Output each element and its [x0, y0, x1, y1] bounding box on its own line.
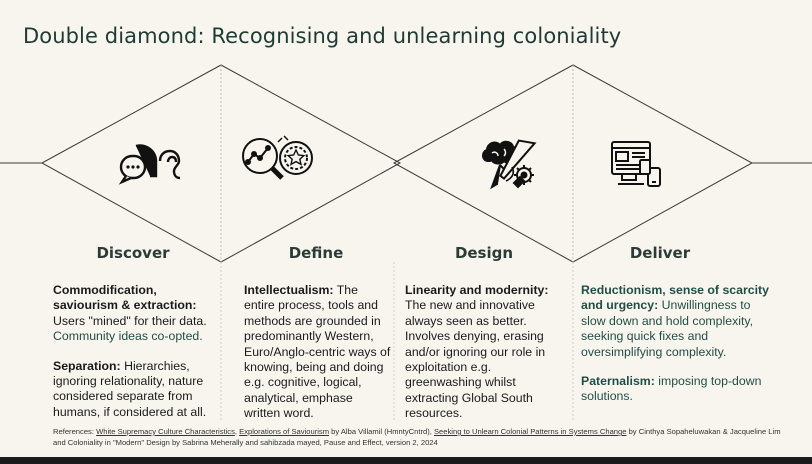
deliver-block-2: Paternalism: imposing top-down solutions…	[581, 374, 771, 405]
devices-icon	[611, 141, 661, 187]
discover-heading-1: Commodification, saviourism & extraction…	[53, 283, 197, 313]
references-tail: by Cinthya Sopaheluwakan & Jacqueline Li…	[53, 427, 781, 447]
speech-bubbles-ear-icon	[118, 144, 181, 185]
column-discover: Commodification, saviourism & extraction…	[53, 283, 221, 434]
analysis-magnifier-icon	[242, 135, 313, 180]
references-mid: by Alba Villamil (HmntyCntrd),	[329, 427, 434, 436]
reference-link-2[interactable]: Explorations of Saviourism	[239, 427, 330, 436]
design-text-1: The new and innovative always seen as be…	[405, 298, 546, 421]
phase-deliver: Deliver	[629, 244, 691, 262]
discover-text-1b: Community ideas co-opted.	[53, 329, 203, 344]
discover-heading-2: Separation:	[53, 358, 121, 373]
brain-pencil-gear-icon	[482, 139, 537, 190]
phase-discover: Discover	[96, 244, 170, 262]
bottom-bar	[0, 457, 812, 464]
diamond-right	[392, 64, 754, 263]
discover-block-1: Commodification, saviourism & extraction…	[53, 283, 221, 345]
references-sep: ,	[234, 427, 240, 436]
page-title: Double diamond: Recognising and unlearni…	[23, 24, 622, 48]
discover-text-2: Hierarchies, ignoring relationality, nat…	[53, 358, 207, 419]
design-heading-1: Linearity and modernity:	[405, 283, 549, 297]
column-design: Linearity and modernity: The new and inn…	[405, 283, 560, 436]
column-deliver: Reductionism, sense of scarcity and urge…	[581, 283, 771, 419]
deliver-block-1: Reductionism, sense of scarcity and urge…	[581, 283, 771, 360]
deliver-heading-1: Reductionism, sense of scarcity and urge…	[581, 283, 769, 313]
discover-text-1a: Users "mined" for their data.	[53, 313, 207, 328]
define-heading-1: Intellectualism:	[244, 283, 334, 297]
references: References: White Supremacy Culture Char…	[53, 427, 793, 448]
references-prefix: References:	[53, 427, 97, 436]
design-block-1: Linearity and modernity: The new and inn…	[405, 283, 560, 422]
define-block-1: Intellectualism: The entire process, too…	[244, 283, 392, 422]
deliver-text-1: Unwillingness to slow down and hold comp…	[581, 298, 754, 359]
phase-design: Design	[454, 244, 514, 262]
discover-block-2: Separation: Hierarchies, ignoring relati…	[53, 359, 221, 421]
column-define: Intellectualism: The entire process, too…	[244, 283, 392, 436]
deliver-heading-2: Paternalism:	[581, 374, 655, 389]
deliver-text-2: imposing top-down solutions.	[581, 374, 762, 404]
define-text-1: The entire process, tools and methods ar…	[244, 283, 391, 421]
reference-link-3[interactable]: Seeking to Unlearn Colonial Patterns in …	[433, 427, 627, 436]
reference-link-1[interactable]: White Supremacy Culture Characteristics	[96, 427, 235, 436]
phase-define: Define	[288, 244, 344, 262]
diamond-left	[40, 64, 402, 263]
